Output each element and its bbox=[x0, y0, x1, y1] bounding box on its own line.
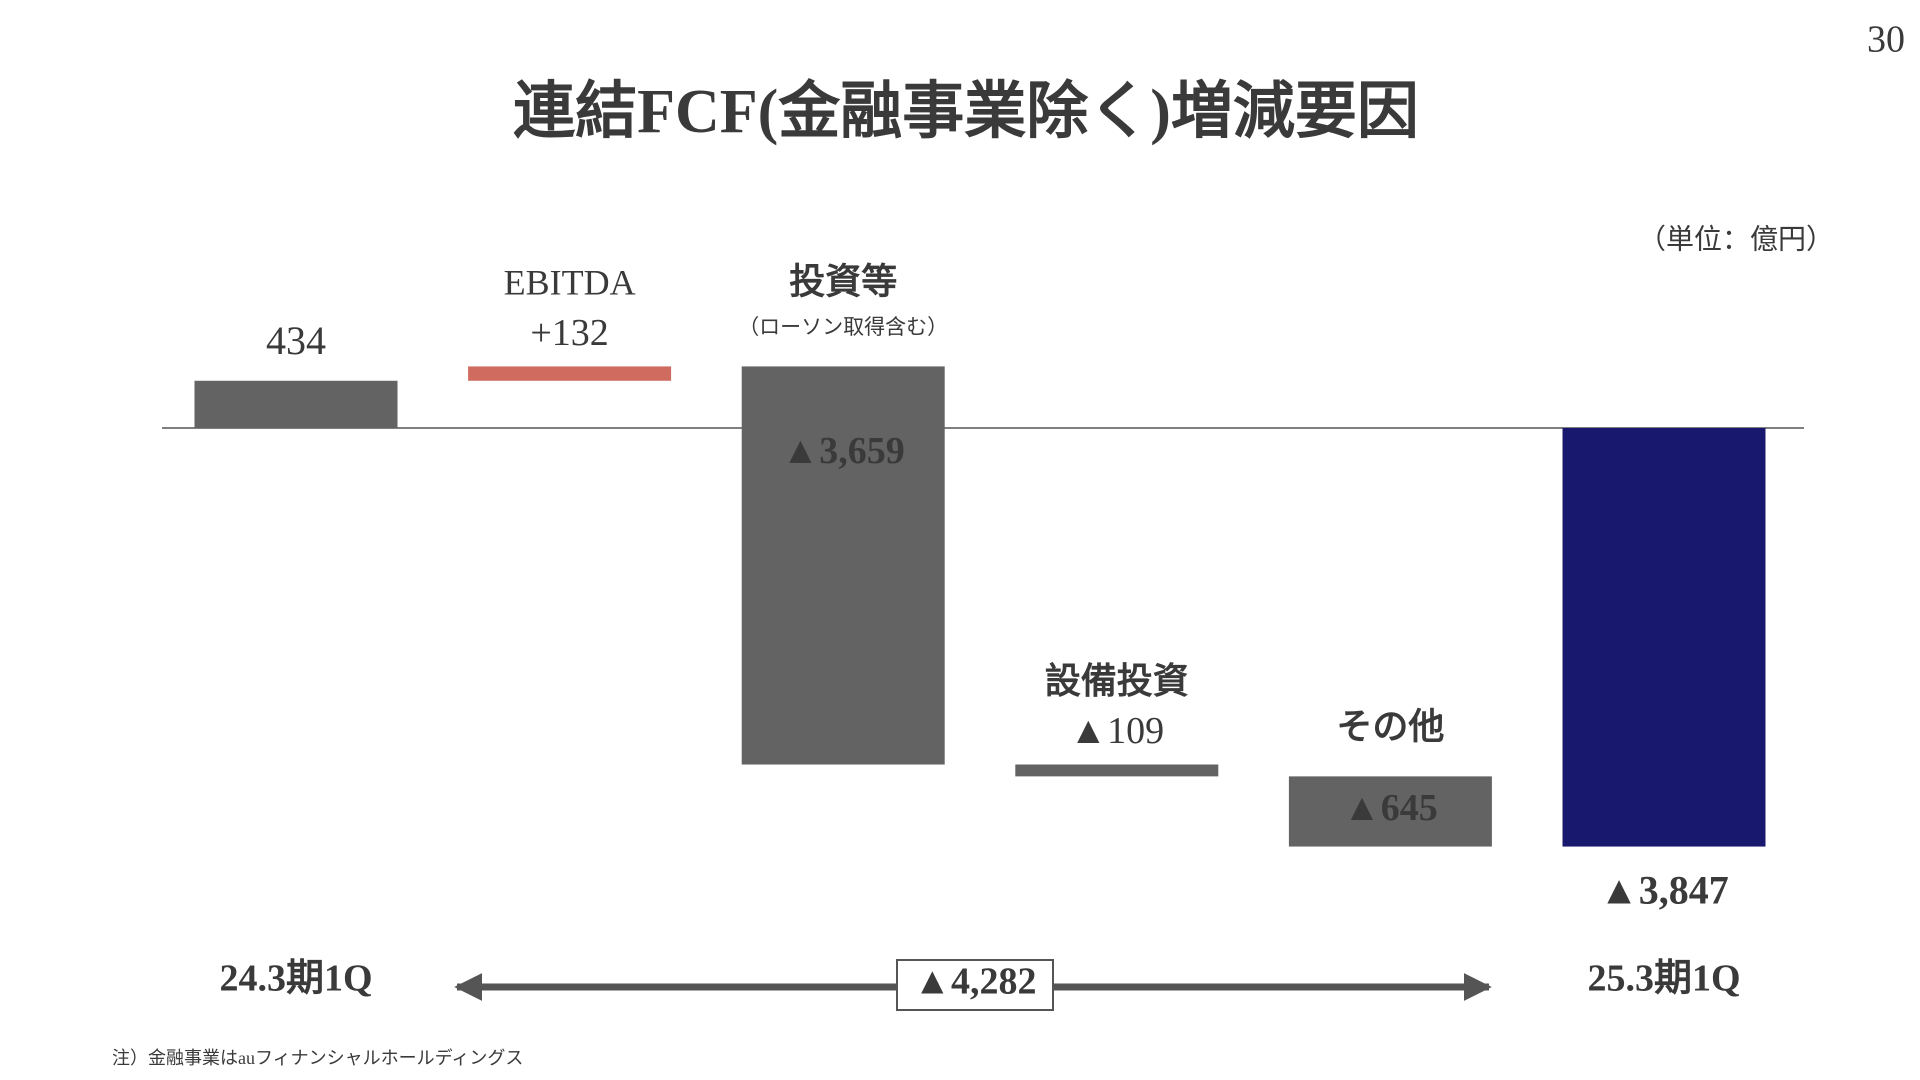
category-label: 投資等 bbox=[789, 262, 897, 302]
value-label: ▲3,847 bbox=[1599, 868, 1729, 913]
category-note: （ローソン取得含む） bbox=[738, 315, 948, 339]
value-label: +132 bbox=[530, 312, 608, 354]
difference-box bbox=[896, 959, 1054, 1011]
chart-title: 連結FCF(金融事業除く)増減要因 bbox=[513, 77, 1419, 146]
difference-label: ▲4,282 bbox=[913, 961, 1036, 1003]
value-label: ▲645 bbox=[1343, 787, 1438, 829]
bar bbox=[1015, 764, 1219, 777]
unit-label: （単位：億円） bbox=[1638, 223, 1834, 255]
bar bbox=[194, 380, 398, 428]
bar bbox=[1562, 428, 1766, 847]
bar bbox=[468, 366, 672, 381]
category-label: 24.3期1Q bbox=[219, 958, 372, 1000]
category-label: その他 bbox=[1336, 707, 1444, 747]
page-number: 30 bbox=[1867, 19, 1905, 61]
value-label: ▲3,659 bbox=[782, 430, 905, 472]
footnote: 注）金融事業はauフィナンシャルホールディングス bbox=[112, 1048, 523, 1068]
bar bbox=[1288, 776, 1492, 847]
category-label: 設備投資 bbox=[1045, 661, 1189, 701]
value-label: ▲109 bbox=[1069, 710, 1164, 752]
category-label: EBITDA bbox=[504, 263, 636, 303]
value-label: 434 bbox=[266, 318, 326, 363]
category-label: 25.3期1Q bbox=[1587, 958, 1740, 1000]
bar bbox=[741, 366, 945, 765]
